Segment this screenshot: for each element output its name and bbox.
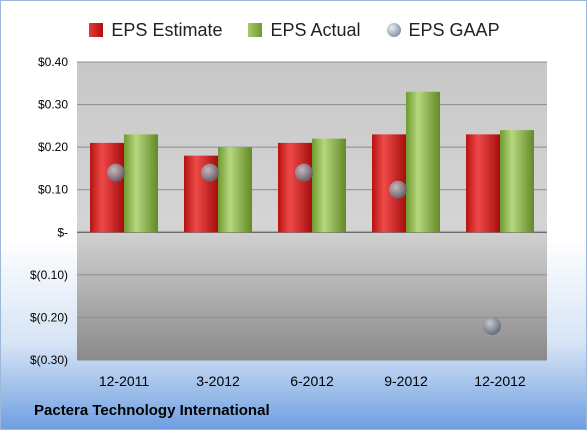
y-tick-label: $(0.30) [30,353,68,367]
legend-label-eps-actual: EPS Actual [270,19,361,40]
x-tick-label: 12-2011 [99,373,150,389]
eps-gaap-marker [295,163,313,182]
legend-item-eps-actual: EPS Actual [248,19,361,41]
chart-legend: EPS Estimate EPS Actual EPS GAAP [1,15,587,45]
legend-item-eps-gaap: EPS GAAP [386,19,500,41]
eps-gaap-marker [483,316,501,335]
eps-actual-bar [218,147,252,233]
x-tick-label: 9-2012 [384,373,428,389]
company-name: Pactera Technology International [34,402,270,419]
eps-actual-bar [312,138,346,233]
y-tick-label: $0.30 [38,98,68,112]
legend-item-eps-estimate: EPS Estimate [89,20,222,41]
x-tick-label: 6-2012 [290,373,334,389]
x-tick-label: 12-2012 [474,373,526,389]
eps-gaap-marker [107,163,125,182]
eps-actual-bar [124,134,158,233]
legend-swatch-eps-gaap [386,23,401,37]
y-tick-label: $- [57,225,68,239]
eps-actual-bar [500,130,534,233]
eps-estimate-bar [90,142,124,233]
eps-estimate-bar [466,134,500,233]
y-tick-label: $0.20 [38,140,68,154]
gaap-markers [107,163,501,335]
eps-gaap-marker [201,163,219,182]
legend-swatch-eps-actual [248,23,263,37]
y-tick-label: $(0.10) [30,268,68,282]
x-tick-label: 3-2012 [196,373,240,389]
y-tick-label: $0.40 [38,55,68,69]
y-axis-ticks: $0.40 $0.30 $0.20 $0.10 $- $(0.10) $(0.20) $(0.… [30,55,68,367]
y-tick-label: $(0.20) [30,310,68,324]
legend-label-eps-estimate: EPS Estimate [111,19,223,40]
y-tick-label: $0.10 [38,183,68,197]
legend-label-eps-gaap: EPS GAAP [408,19,500,40]
eps-estimate-bar [278,142,312,233]
eps-actual-bar [406,91,440,233]
bars [90,91,534,233]
x-axis-ticks: 12-2011 3-2012 6-2012 9-2012 12-2012 [99,373,526,389]
eps-gaap-marker [389,180,407,199]
legend-swatch-eps-estimate [89,23,104,37]
